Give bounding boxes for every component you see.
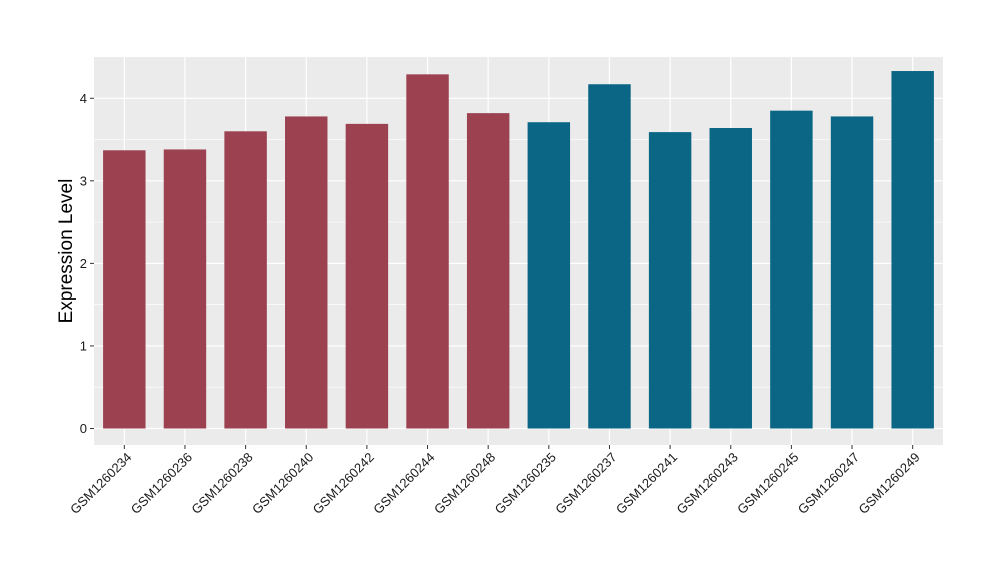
x-tick-label: GSM1260241 <box>613 450 680 517</box>
x-tick-label: GSM1260245 <box>734 450 801 517</box>
bar-gsm1260234 <box>103 150 146 429</box>
bar-gsm1260236 <box>163 149 207 429</box>
bar-gsm1260243 <box>709 127 752 429</box>
x-tick-label: GSM1260237 <box>552 450 619 517</box>
bar-gsm1260237 <box>588 84 631 429</box>
plot-background <box>94 57 943 445</box>
bar-gsm1260245 <box>770 110 813 429</box>
y-tick-label: 1 <box>80 338 87 353</box>
x-tick-label: GSM1260238 <box>188 450 255 517</box>
bar-gsm1260242 <box>345 123 389 429</box>
x-tick-label: GSM1260244 <box>370 450 437 517</box>
x-tick-label: GSM1260240 <box>249 450 316 517</box>
bar-gsm1260244 <box>406 74 449 429</box>
bar-gsm1260249 <box>891 71 934 429</box>
y-tick-label: 2 <box>80 256 87 271</box>
x-tick-label: GSM1260242 <box>310 450 377 517</box>
y-tick-label: 3 <box>80 173 87 188</box>
x-tick-label: GSM1260249 <box>855 450 922 517</box>
y-tick-label: 4 <box>80 91 87 106</box>
x-tick-label: GSM1260247 <box>795 450 862 517</box>
x-tick-label: GSM1260234 <box>67 450 134 517</box>
bar-gsm1260235 <box>527 122 571 429</box>
x-tick-label: GSM1260236 <box>128 450 195 517</box>
bar-gsm1260247 <box>830 116 874 429</box>
x-tick-label: GSM1260248 <box>431 450 498 517</box>
bars <box>103 71 934 429</box>
y-axis-title: Expression Level <box>56 179 77 324</box>
bar-gsm1260240 <box>285 116 328 429</box>
y-axis: 0 1 2 3 4 <box>80 91 94 436</box>
bar-gsm1260241 <box>648 132 692 429</box>
x-tick-label: GSM1260243 <box>674 450 741 517</box>
bar-gsm1260238 <box>224 131 267 429</box>
x-tick-label: GSM1260235 <box>492 450 559 517</box>
y-tick-label: 0 <box>80 421 87 436</box>
bar-gsm1260248 <box>466 113 510 429</box>
x-axis: GSM1260234GSM1260236GSM1260238GSM1260240… <box>67 445 923 517</box>
